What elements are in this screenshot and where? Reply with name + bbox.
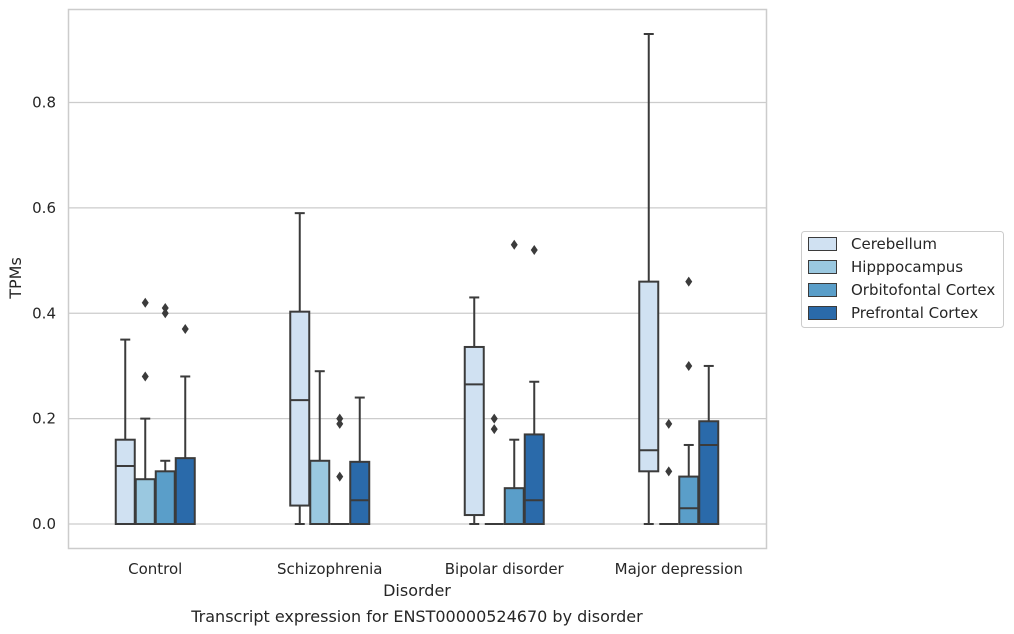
outlier-point xyxy=(161,302,169,313)
box-plot xyxy=(463,296,485,525)
box-body xyxy=(678,475,700,525)
outlier-point xyxy=(336,413,344,424)
legend-swatch xyxy=(808,260,837,274)
box-plot xyxy=(349,396,371,525)
outlier-point xyxy=(141,297,149,308)
box-body xyxy=(463,345,485,517)
outlier-point xyxy=(161,308,169,319)
outlier-point xyxy=(181,324,189,335)
box-body xyxy=(698,420,720,525)
legend-label: Cerebellum xyxy=(851,235,937,253)
outlier-point xyxy=(530,245,538,256)
box-plot xyxy=(114,338,136,526)
legend-label: Prefrontal Cortex xyxy=(851,304,978,322)
box-plot xyxy=(659,418,679,525)
x-tick-label: Bipolar disorder xyxy=(445,560,565,578)
outlier-point xyxy=(665,418,673,429)
outlier-point xyxy=(336,418,344,429)
legend-label: Hipppocampus xyxy=(851,258,963,276)
box-body xyxy=(174,457,196,525)
y-tick-label: 0.8 xyxy=(32,94,56,112)
box-body xyxy=(638,280,660,473)
legend-swatch xyxy=(808,237,837,251)
box-plot xyxy=(678,276,700,525)
box-plot xyxy=(289,212,311,525)
box-body xyxy=(154,470,176,525)
box-body xyxy=(349,460,371,525)
y-axis-title: TPMs xyxy=(6,257,25,300)
outlier-point xyxy=(141,371,149,382)
legend-frame xyxy=(801,231,1004,328)
outlier-point xyxy=(665,466,673,477)
outlier-point xyxy=(336,471,344,482)
box-plot xyxy=(134,297,156,526)
outlier-point xyxy=(510,239,518,250)
box-plot xyxy=(523,245,545,525)
box-plot xyxy=(698,364,720,525)
box-plots xyxy=(114,33,720,526)
y-tick-label: 0.6 xyxy=(32,199,56,217)
box-plot xyxy=(503,239,525,525)
legend: Cerebellum Hipppocampus Orbitofontal Corte… xyxy=(801,231,1004,328)
box-plot xyxy=(154,302,176,525)
outlier-point xyxy=(685,276,693,287)
box-body xyxy=(289,310,311,507)
x-tick-labels: Control Schizophrenia Bipolar disorder Majo… xyxy=(128,560,743,578)
box-body xyxy=(503,487,525,525)
y-tick-label: 0.4 xyxy=(32,304,56,322)
plot-frame xyxy=(67,8,768,550)
box-plot xyxy=(309,370,331,525)
box-body xyxy=(309,459,331,525)
box-body xyxy=(134,478,156,526)
x-tick-label: Major depression xyxy=(615,560,743,578)
x-axis-title: Disorder xyxy=(383,581,451,600)
box-plot xyxy=(638,33,660,525)
grid-lines xyxy=(68,101,766,525)
box-body xyxy=(523,433,545,525)
outlier-point xyxy=(685,360,693,371)
outlier-point xyxy=(490,413,498,424)
y-tick-label: 0.2 xyxy=(32,410,56,428)
legend-swatch xyxy=(808,306,837,320)
box-plot xyxy=(174,324,196,525)
legend-swatch xyxy=(808,283,837,297)
outlier-point xyxy=(490,424,498,435)
figure-caption: Transcript expression for ENST0000052467… xyxy=(190,607,643,626)
box-plot xyxy=(330,413,350,525)
x-tick-label: Schizophrenia xyxy=(277,560,382,578)
legend-label: Orbitofontal Cortex xyxy=(851,281,995,299)
y-tick-labels: 0.0 0.2 0.4 0.6 0.8 xyxy=(32,94,56,534)
y-tick-label: 0.0 xyxy=(32,515,56,533)
box-body xyxy=(114,438,136,526)
box-plot xyxy=(484,413,504,525)
x-tick-label: Control xyxy=(128,560,182,578)
